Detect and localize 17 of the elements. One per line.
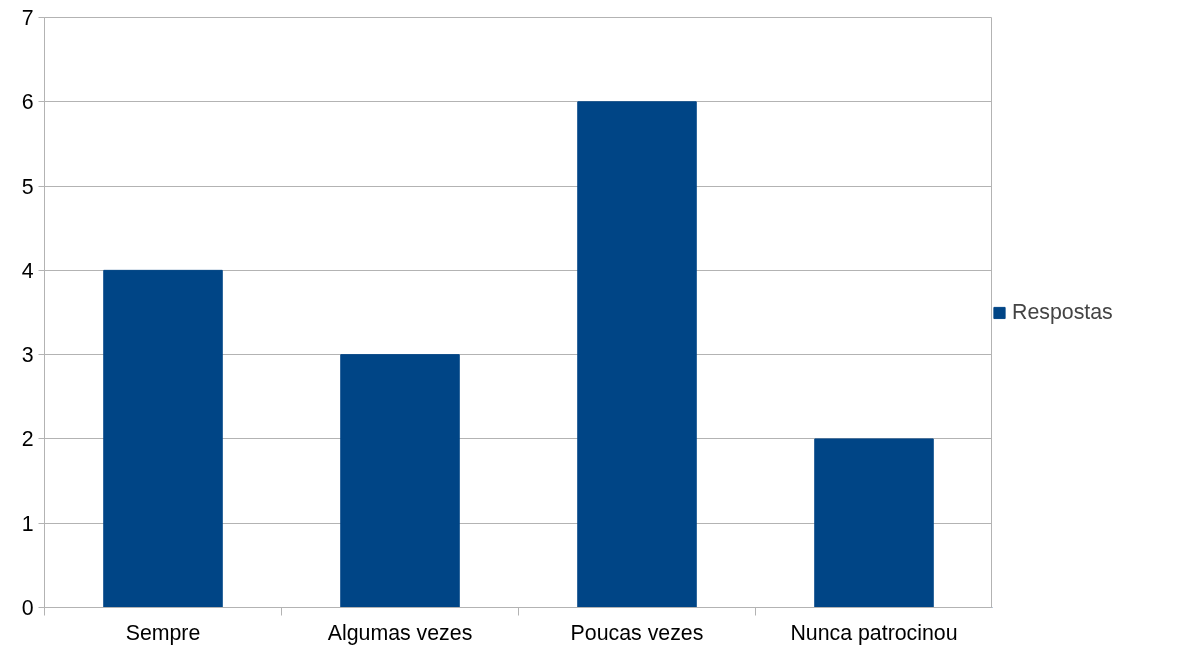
y-tick-label: 1 [21,511,34,536]
x-tick-label: Poucas vezes [570,620,704,645]
legend-label: Respostas [1012,299,1113,325]
x-tick-label: Algumas vezes [327,620,473,645]
y-tick-label: 6 [21,90,34,115]
y-tick-label: 7 [21,6,34,30]
y-tick-label: 4 [21,258,34,283]
bar [814,438,934,608]
bar [340,354,460,608]
y-tick-label: 0 [21,596,34,620]
y-tick-label: 2 [21,427,34,452]
y-tick-label: 5 [21,174,34,199]
x-tick-label: Nunca patrocinou [790,620,958,645]
x-tick-label: Sempre [125,620,201,645]
bar [577,101,697,608]
bar [103,269,223,608]
y-tick-label: 3 [21,343,34,368]
